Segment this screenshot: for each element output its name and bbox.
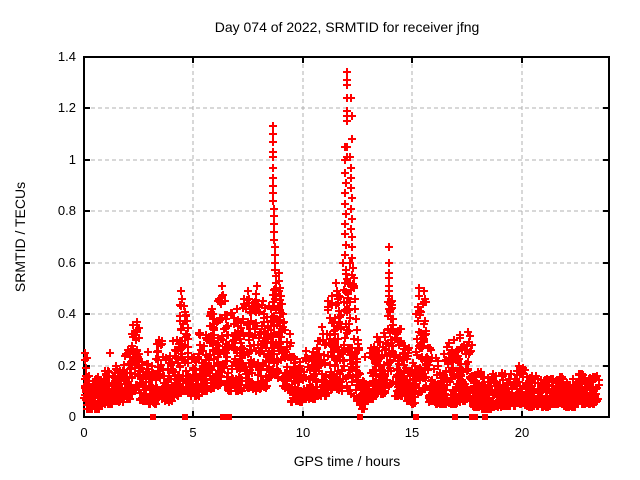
- srmtid-data-points: [80, 68, 603, 413]
- zero-flag-square: [226, 414, 232, 420]
- y-tick-label: 0.8: [58, 203, 76, 218]
- y-tick-label: 1: [69, 152, 76, 167]
- x-tick-label: 5: [189, 425, 196, 440]
- y-tick-labels: 0 0.2 0.4 0.6 0.8 1 1.2 1.4: [58, 49, 76, 424]
- x-tick-labels: 0 5 10 15 20: [80, 425, 529, 440]
- x-tick-label: 20: [515, 425, 529, 440]
- y-tick-label: 1.4: [58, 49, 76, 64]
- zero-flag-square: [150, 414, 156, 420]
- zero-flag-square: [482, 414, 488, 420]
- x-axis-label: GPS time / hours: [294, 453, 401, 469]
- zero-flag-square: [357, 414, 363, 420]
- zero-flag-square: [452, 414, 458, 420]
- y-tick-label: 1.2: [58, 100, 76, 115]
- tick-marks: [83, 56, 609, 418]
- y-tick-label: 0.6: [58, 255, 76, 270]
- chart-title: Day 074 of 2022, SRMTID for receiver jfn…: [215, 19, 480, 35]
- zero-flag-square: [472, 414, 478, 420]
- x-tick-label: 10: [296, 425, 310, 440]
- y-tick-label: 0: [69, 409, 76, 424]
- x-tick-label: 15: [405, 425, 419, 440]
- scatter-plus-markers: [80, 68, 603, 413]
- zero-flag-square: [182, 414, 188, 420]
- x-tick-label: 0: [80, 425, 87, 440]
- zero-flag-markers: [150, 414, 488, 420]
- y-tick-label: 0.4: [58, 306, 76, 321]
- y-axis-label: SRMTID / TECUs: [12, 182, 28, 292]
- y-tick-label: 0.2: [58, 358, 76, 373]
- plot-border: [83, 56, 610, 418]
- zero-flag-square: [413, 414, 419, 420]
